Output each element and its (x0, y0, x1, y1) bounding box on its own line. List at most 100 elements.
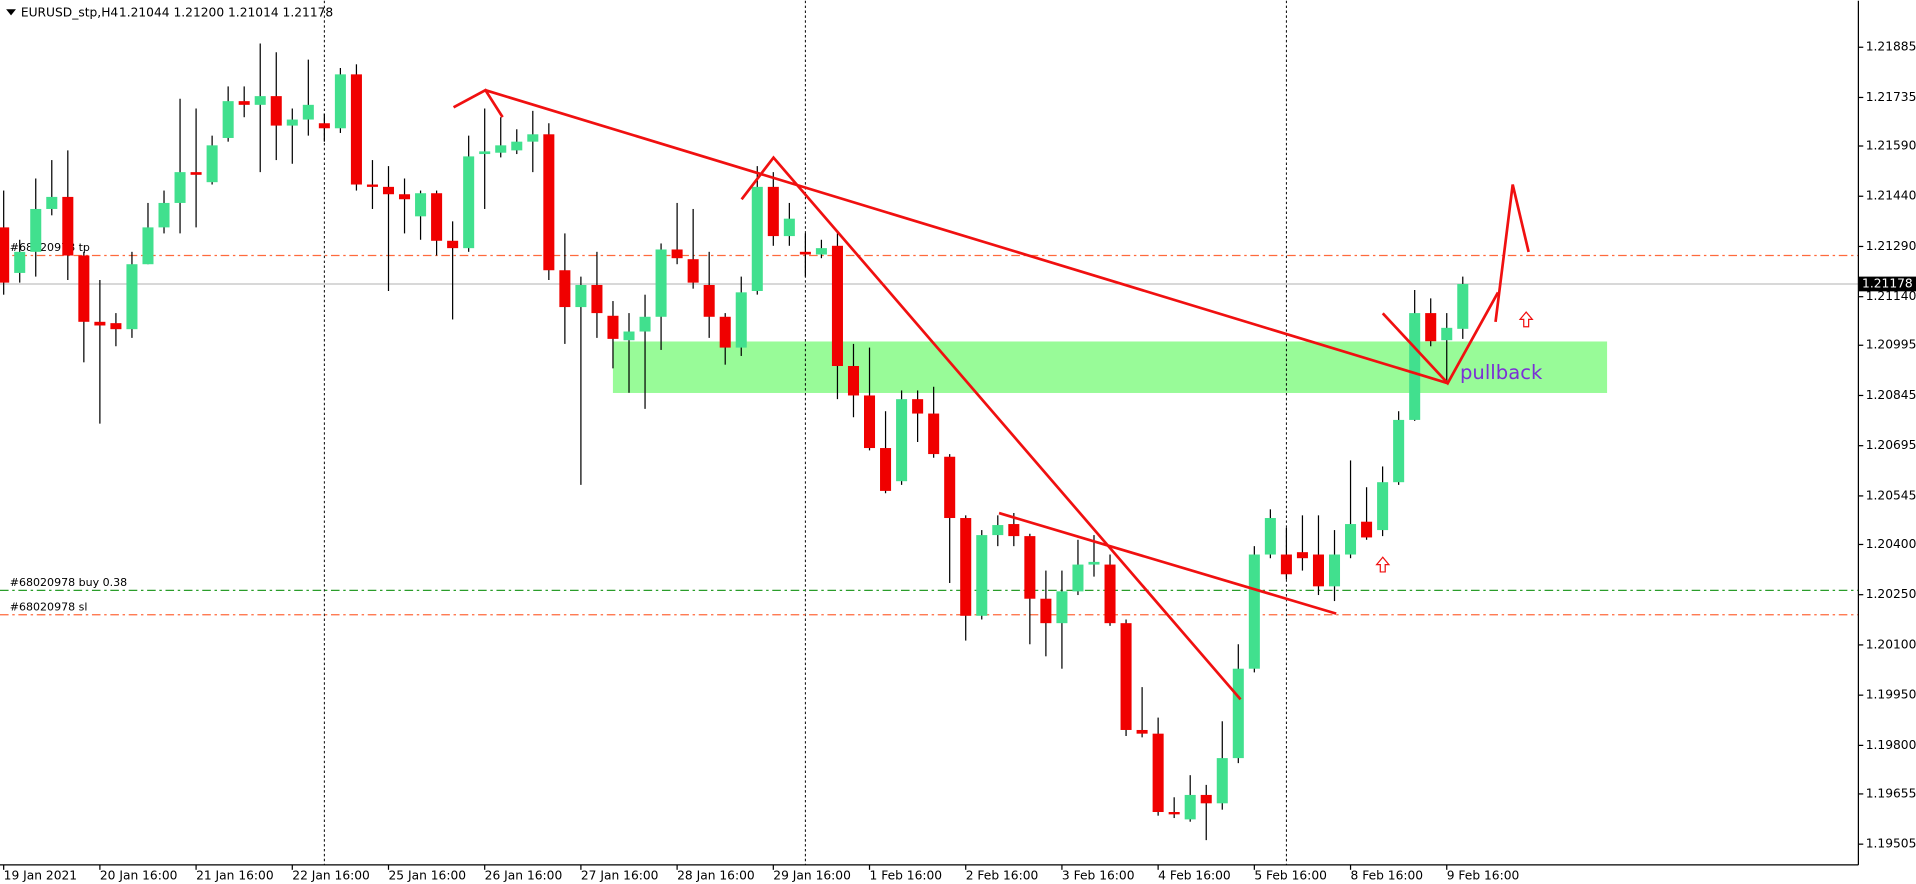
candle-body (880, 448, 892, 491)
candle-body (623, 331, 635, 341)
candle-body (1345, 524, 1357, 555)
last-price-label: 1.21178 (1862, 276, 1913, 290)
candle-body (1184, 794, 1196, 820)
candle-body (1425, 313, 1437, 342)
candle-body (366, 184, 378, 187)
candle-body (1409, 313, 1421, 420)
candle-body (1232, 668, 1244, 759)
candle-body (864, 395, 876, 449)
candle-body (703, 284, 715, 317)
x-tick-label: 5 Feb 16:00 (1254, 868, 1327, 882)
candle-body (447, 240, 459, 249)
candle-body (1024, 536, 1036, 599)
candle-body (30, 208, 42, 252)
candle-body (94, 321, 106, 326)
candle-body (1072, 564, 1084, 592)
candle-body (270, 96, 282, 126)
candle-body (1104, 564, 1116, 624)
arrow-icon (1375, 556, 1391, 573)
y-tick-label: 1.20400 (1866, 537, 1916, 551)
y-tick-label: 1.20545 (1866, 488, 1916, 502)
candle-body (206, 145, 218, 183)
candle-body (110, 323, 122, 330)
last-price-box (1858, 276, 1916, 292)
candle-body (1280, 554, 1292, 575)
y-tick-label: 1.20995 (1866, 338, 1916, 352)
x-tick-label: 27 Jan 16:00 (581, 868, 659, 882)
y-tick-label: 1.20100 (1866, 637, 1916, 651)
zone-rectangle (612, 341, 1608, 393)
x-tick-label: 2 Feb 16:00 (966, 868, 1039, 882)
x-tick-label: 28 Jan 16:00 (677, 868, 755, 882)
candle-body (382, 186, 395, 195)
candle-body (591, 284, 603, 314)
candle-body (431, 193, 443, 241)
candle-body (1120, 623, 1132, 730)
candle-body (334, 74, 346, 129)
candle-body (1264, 518, 1276, 555)
candle-body (767, 186, 779, 237)
candle-body (671, 249, 683, 259)
y-tick-label: 1.21735 (1866, 90, 1916, 104)
candle-body (719, 316, 731, 348)
levels: #68020978 tp#68020978 buy 0.38#68020978 … (0, 241, 1859, 616)
candle-body (1088, 561, 1100, 565)
y-tick-label: 1.21885 (1866, 40, 1916, 54)
trend-line (1494, 184, 1530, 323)
candle-body (318, 123, 330, 129)
candle-body (1296, 552, 1308, 559)
candle-body (976, 535, 988, 616)
candle-body (960, 518, 972, 616)
candle-body (14, 251, 26, 273)
x-tick-label: 26 Jan 16:00 (485, 868, 563, 882)
candle-body (158, 202, 170, 228)
arrow-icon (1518, 311, 1534, 328)
candle-body (1200, 794, 1212, 804)
x-tick-label: 20 Jan 16:00 (100, 868, 178, 882)
quote: 1.21044 1.21200 1.21014 1.21178 (119, 5, 333, 19)
candle-body (286, 119, 298, 126)
y-tick-label: 1.21290 (1866, 239, 1916, 253)
candle-body (543, 134, 555, 271)
candle-body (1248, 554, 1260, 669)
candle-body (1136, 729, 1148, 734)
drawings (452, 88, 1534, 701)
y-tick-label: 1.19800 (1866, 738, 1916, 752)
y-tick-label: 1.21140 (1866, 289, 1916, 303)
x-tick-label: 8 Feb 16:00 (1351, 868, 1424, 882)
candle-body (559, 270, 571, 308)
candle-body (1457, 283, 1469, 329)
y-tick-label: 1.20250 (1866, 587, 1916, 601)
candle-body (126, 264, 138, 330)
x-tick-label: 1 Feb 16:00 (870, 868, 943, 882)
candle-body (1216, 758, 1228, 804)
candle-body (1056, 591, 1068, 624)
candle-body (687, 259, 699, 283)
candles (0, 43, 1469, 841)
candle-body (751, 186, 763, 292)
candle-body (78, 255, 90, 322)
trend-line (1381, 291, 1500, 386)
trend-line (485, 88, 1449, 385)
candle-body (1328, 554, 1341, 587)
candle-body (0, 227, 10, 283)
candle-body (62, 196, 74, 256)
y-tick-label: 1.20695 (1866, 438, 1916, 452)
candle-body (783, 218, 795, 237)
x-tick-label: 19 Jan 2021 (4, 868, 77, 882)
candle-body (511, 141, 523, 151)
candle-body (639, 316, 651, 332)
candle-body (1361, 521, 1373, 538)
candle-body (302, 104, 314, 120)
menu-icon[interactable] (6, 9, 16, 16)
y-tick-label: 1.19655 (1866, 786, 1916, 800)
x-tick-label: 22 Jan 16:00 (292, 868, 370, 882)
annotation: pullback (1460, 361, 1543, 384)
trend-line (740, 155, 1242, 701)
candle-body (928, 413, 940, 455)
x-tick-label: 3 Feb 16:00 (1062, 868, 1135, 882)
